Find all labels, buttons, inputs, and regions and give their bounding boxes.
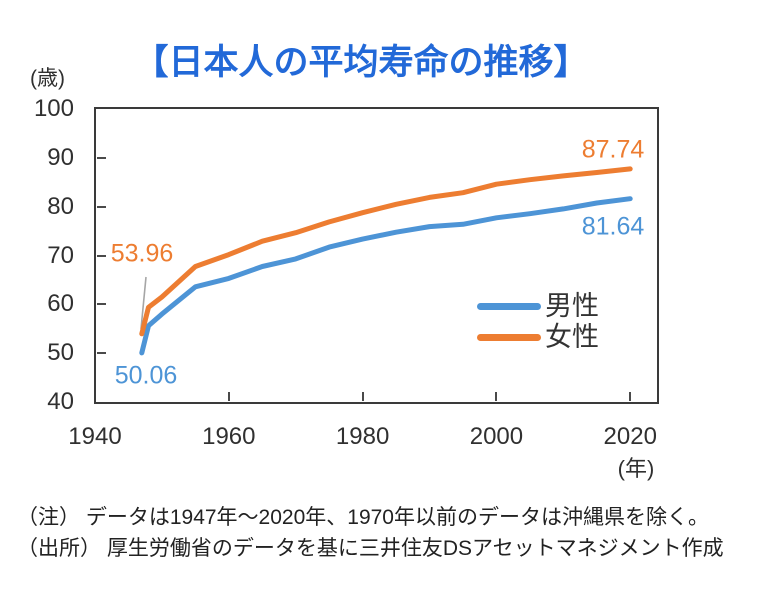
x-axis-unit-label: (年) [617,456,655,481]
x-tick-mark [361,392,364,401]
footnote-source: （出所） 厚生労働省のデータを基に三井住友DSアセットマネジメント作成 [17,537,724,560]
y-tick-mark [97,303,106,306]
legend-item-male: 男性 [477,291,599,322]
y-axis-unit-label: (歳) [30,67,65,90]
y-tick-label: 60 [47,290,74,318]
x-tick-label: 1940 [68,423,122,450]
y-tick-label: 100 [33,95,74,122]
x-tick-label: 2020 [603,423,657,450]
y-tick-mark [97,352,106,355]
legend-item-female: 女性 [477,322,599,353]
y-tick-label: 90 [47,143,74,171]
x-tick-mark [495,392,498,401]
footnotes: （注） データは1947年～2020年、1970年以前のデータは沖縄県を除く。 … [17,502,724,564]
female-series-line [139,166,633,337]
male-series-line [139,196,633,356]
y-tick-label: 50 [47,339,74,367]
legend-label-male: 男性 [545,291,599,321]
y-tick-label: 40 [47,388,74,415]
female-line-swatch-icon [477,334,541,341]
x-tick-mark [227,392,230,401]
legend: 男性 女性 [477,291,599,353]
x-tick-label: 2000 [469,423,524,450]
male-start-value-label: 50.06 [114,361,178,390]
female-end-value-label: 87.74 [581,135,645,164]
footnote-data-note: （注） データは1947年～2020年、1970年以前のデータは沖縄県を除く。 [17,506,709,529]
x-tick-mark [629,392,632,401]
x-tick-label: 1960 [202,423,256,450]
plot-area [94,107,659,404]
y-tick-mark [97,205,106,208]
male-line-swatch-icon [477,303,541,310]
legend-label-female: 女性 [545,322,599,352]
y-tick-mark [97,254,106,257]
x-tick-label: 1980 [335,423,390,450]
chart-title: 【日本人の平均寿命の推移】 [133,43,589,82]
y-tick-mark [97,156,106,159]
annotation-leader-line [140,276,147,330]
y-tick-label: 70 [47,241,74,269]
male-end-value-label: 81.64 [581,212,645,241]
female-start-value-label: 53.96 [110,239,174,268]
y-tick-label: 80 [47,192,74,220]
